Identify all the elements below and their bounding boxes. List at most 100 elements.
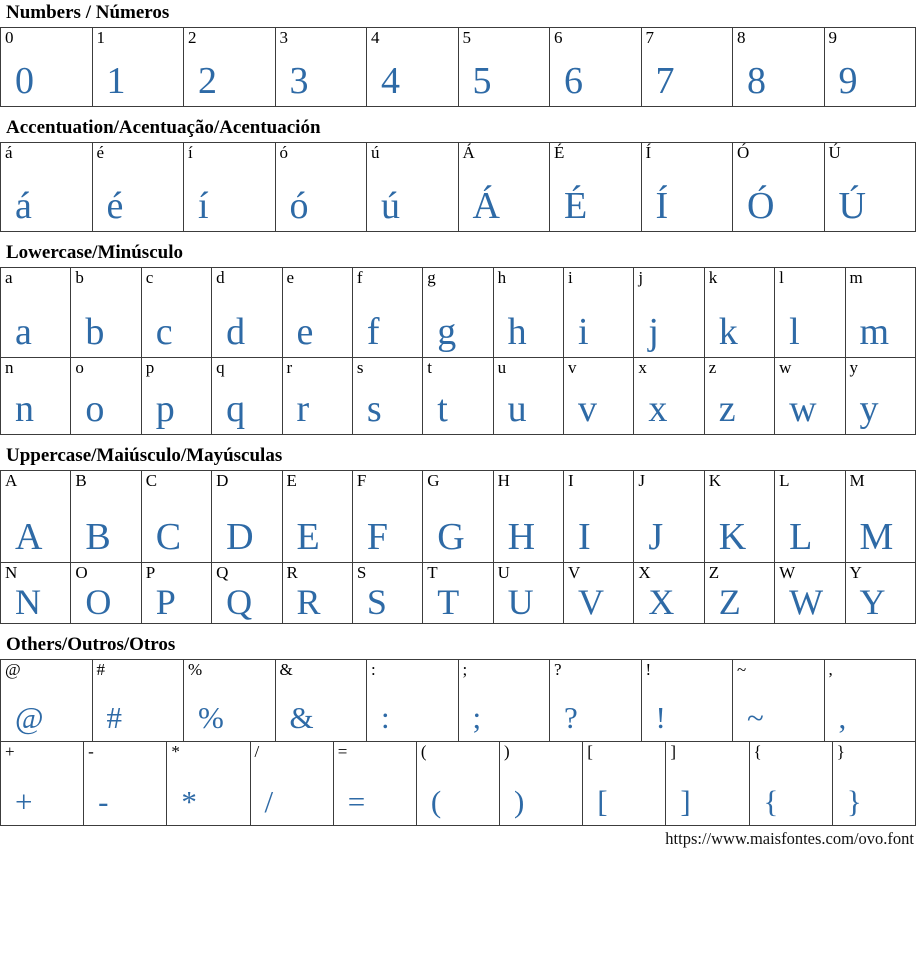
cell-glyph: 2: [198, 59, 217, 102]
section-title-lowercase: Lowercase/Minúsculo: [6, 241, 183, 263]
glyph-cell: ~ ~: [732, 658, 825, 742]
cell-glyph: l: [789, 310, 800, 353]
cell-glyph: á: [15, 184, 32, 227]
cell-glyph: Á: [472, 184, 500, 227]
cell-glyph: =: [347, 783, 366, 819]
cell-label: A: [5, 470, 18, 490]
cell-label: y: [849, 357, 859, 377]
cell-glyph: ú: [381, 184, 400, 227]
cell-label: &: [279, 659, 293, 679]
cell-label: Y: [849, 562, 862, 582]
cell-glyph: d: [226, 310, 246, 353]
cell-glyph: j: [648, 310, 659, 353]
cell-label: C: [145, 470, 158, 490]
section-title-numbers: Numbers / Números: [6, 2, 170, 23]
cell-glyph: #: [106, 699, 123, 735]
cell-label: r: [286, 357, 293, 377]
cell-glyph: /: [264, 783, 274, 819]
cell-label: Ó: [737, 142, 750, 162]
glyph-cell: ;;: [457, 658, 550, 742]
cell-label: V: [568, 562, 581, 582]
cell-glyph: o: [85, 387, 105, 430]
cell-glyph: J: [648, 515, 664, 558]
cell-label: /: [254, 741, 260, 761]
cell-glyph: h: [507, 310, 527, 353]
cell-glyph: p: [155, 387, 175, 430]
cell-glyph: u: [507, 387, 527, 430]
glyph-cell: = =: [332, 740, 417, 826]
cell-label: Q: [216, 562, 229, 582]
cell-glyph: i: [578, 310, 589, 353]
cell-label: 8: [737, 27, 746, 47]
cell-glyph: G: [437, 515, 465, 558]
cell-glyph: 1: [106, 59, 126, 102]
cell-glyph: U: [507, 581, 534, 622]
cell-glyph: f: [366, 310, 380, 353]
cell-glyph: C: [155, 515, 182, 558]
cell-glyph: Q: [226, 581, 253, 622]
cell-glyph: Z: [718, 581, 741, 622]
cell-glyph: O: [85, 581, 112, 622]
cell-label: *: [171, 741, 180, 761]
cell-glyph: s: [366, 387, 382, 430]
cell-label: m: [849, 267, 863, 287]
cell-label: i: [568, 267, 573, 287]
cell-glyph: !: [655, 699, 666, 735]
cell-glyph: {: [763, 783, 779, 819]
cell-label: l: [779, 267, 784, 287]
cell-glyph: X: [648, 581, 675, 622]
cell-glyph: q: [226, 387, 246, 430]
cell-glyph: w: [789, 387, 817, 430]
cell-glyph: L: [789, 515, 813, 558]
cell-glyph: c: [155, 310, 173, 353]
glyph-cell: %%: [183, 658, 276, 742]
cell-label: b: [75, 267, 84, 287]
cell-label: S: [356, 562, 367, 582]
cell-glyph: é: [106, 184, 124, 227]
cell-label: e: [286, 267, 295, 287]
cell-label: N: [5, 562, 18, 582]
cell-label: 4: [371, 27, 380, 47]
cell-glyph: *: [181, 783, 197, 819]
cell-glyph: É: [564, 184, 588, 227]
cell-label: F: [356, 470, 367, 490]
cell-glyph: B: [85, 515, 111, 558]
cell-glyph: 4: [381, 59, 400, 102]
cell-label: U: [497, 562, 510, 582]
cell-label: ,: [828, 659, 833, 679]
cell-label: 6: [554, 27, 563, 47]
cell-label: {: [753, 741, 762, 761]
cell-label: í: [188, 142, 193, 162]
cell-label: c: [145, 267, 154, 287]
glyph-cell: }}: [831, 740, 916, 826]
glyph-cell: ,,: [823, 658, 916, 742]
footer-url: https://www.maisfontes.com/ovo.font: [665, 828, 914, 848]
glyph-cell: ]]: [665, 740, 750, 826]
cell-glyph: H: [507, 515, 536, 558]
cell-glyph: K: [718, 515, 747, 558]
